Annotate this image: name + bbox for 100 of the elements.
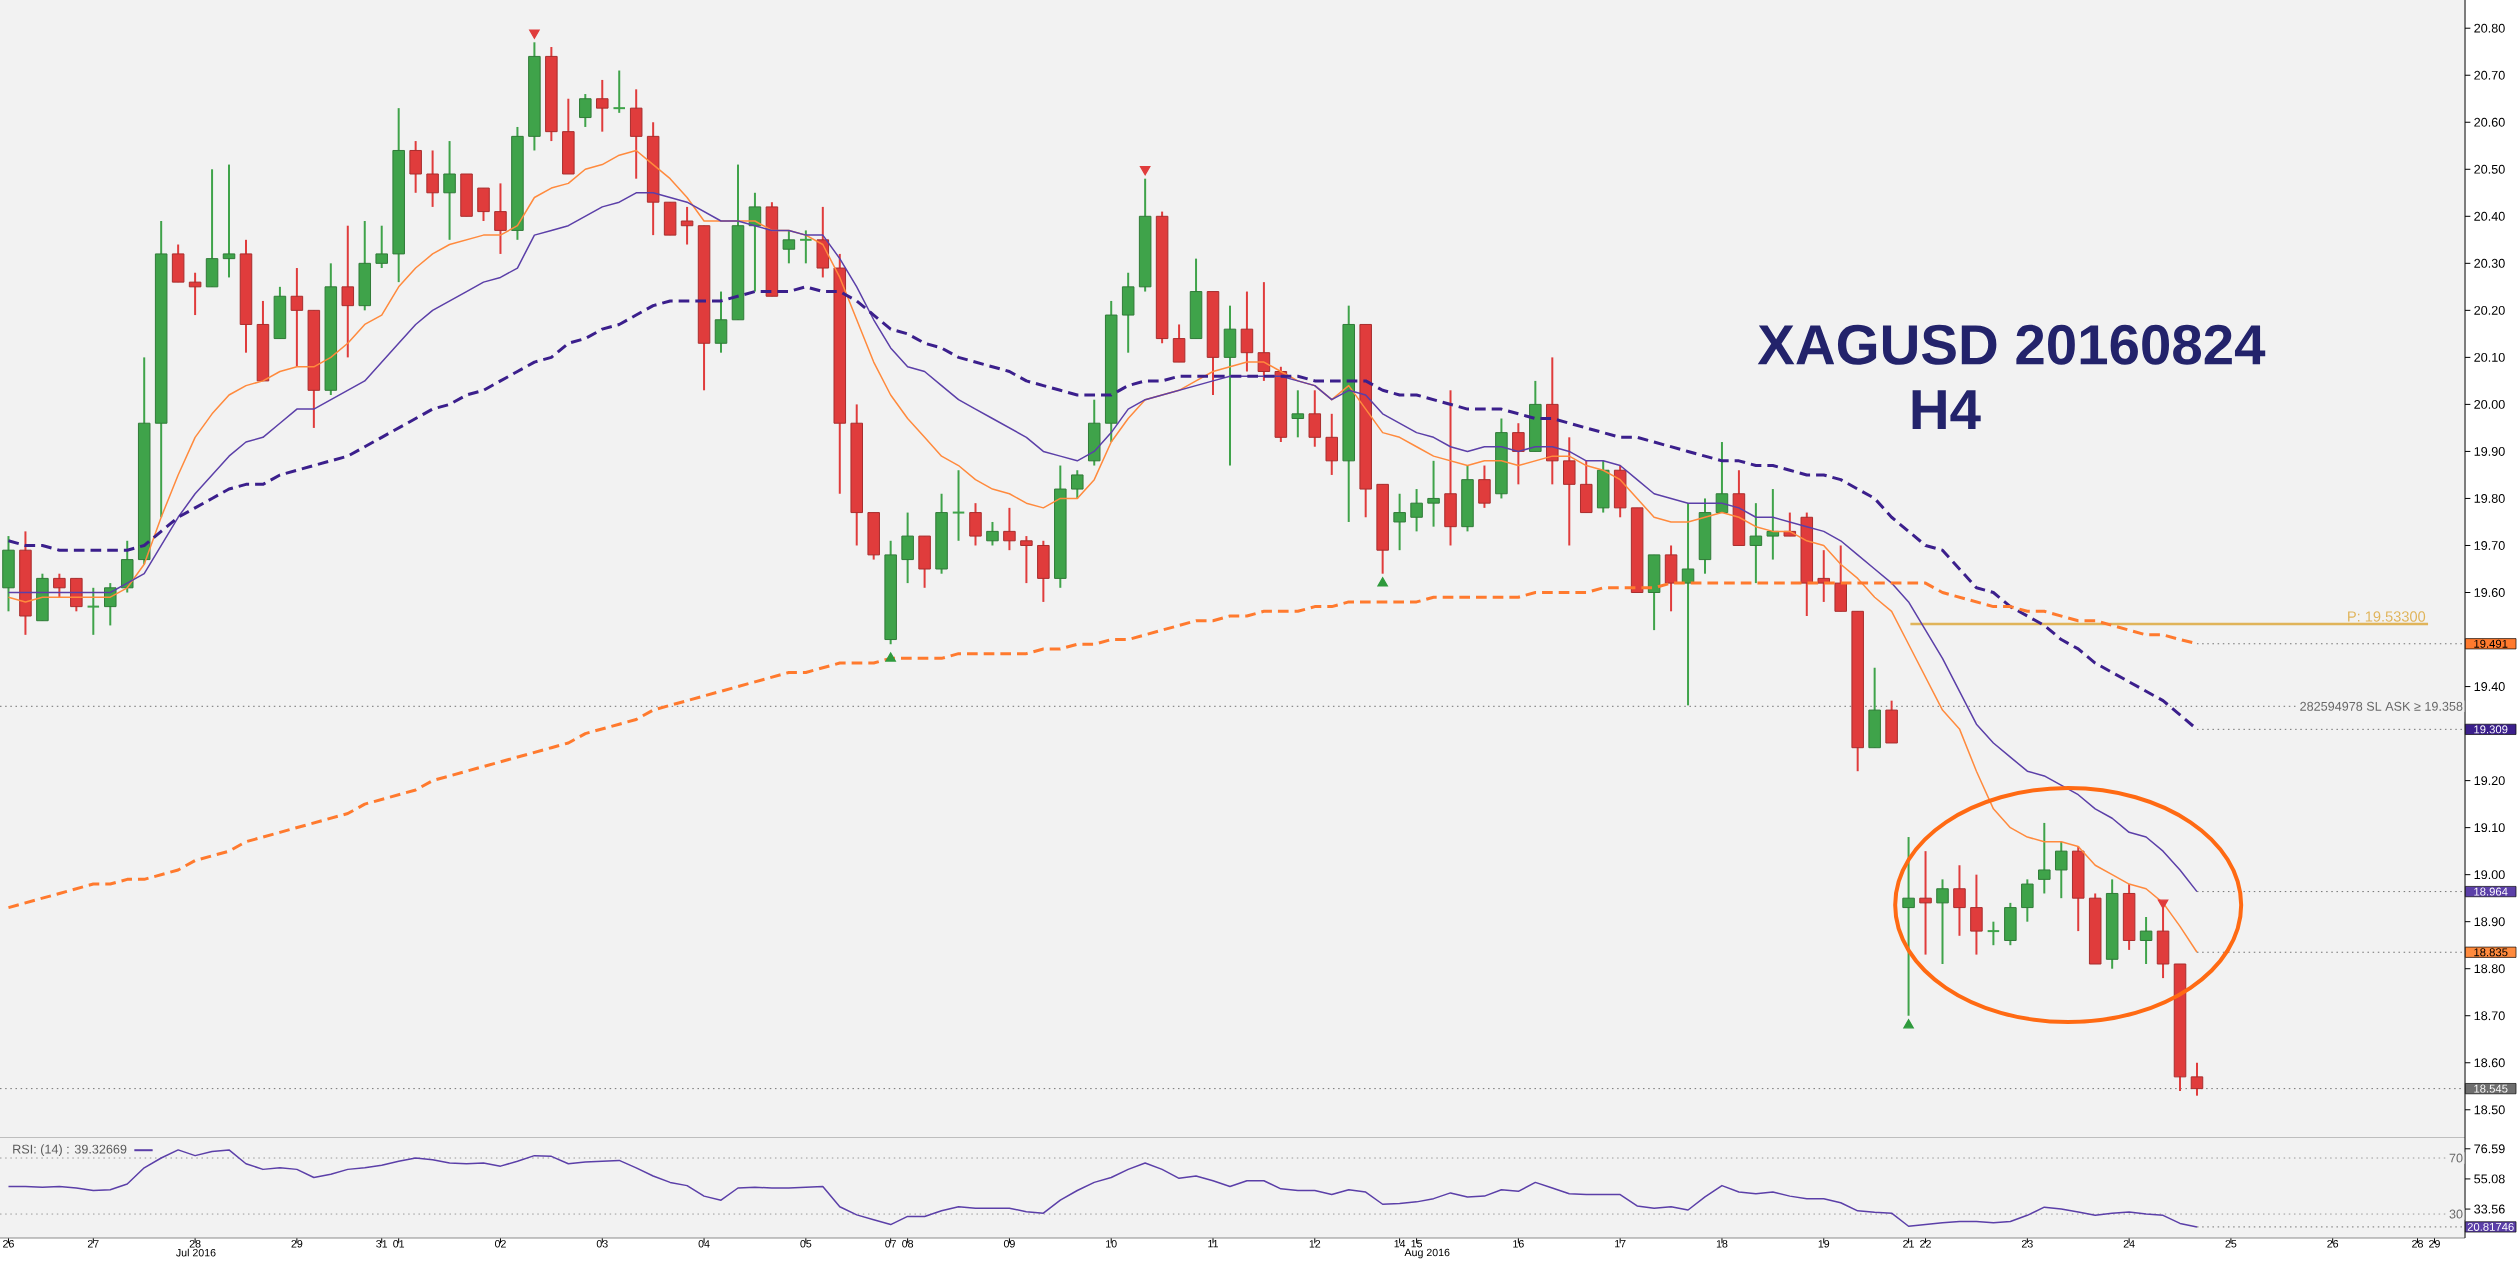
candlestick [901, 511, 914, 585]
y-tick-label: 19.20 [2474, 776, 2505, 786]
text: Jul 2016 [176, 1248, 216, 1257]
x-tick-label: 24 [2123, 1240, 2135, 1248]
y-tick-label: 20.00 [2474, 399, 2505, 409]
ref-line-label: 70 [2449, 1153, 2463, 1163]
y-tick-label: 18.50 [2474, 1105, 2505, 1115]
y-tick-label: 19.60 [2474, 588, 2505, 597]
x-tick-label: 03 [596, 1240, 608, 1248]
candlestick [1817, 549, 1831, 603]
y-tick-label: 20.30 [2474, 258, 2505, 268]
y-tick-label: 18.80 [2474, 964, 2505, 974]
candlestick [1766, 488, 1780, 561]
x-tick-label: 16 [1513, 1240, 1524, 1248]
candlestick [1393, 492, 1406, 552]
x-tick-label: 14 [1394, 1240, 1406, 1248]
y-tick-label: 33.56 [2474, 1204, 2505, 1214]
candlestick [290, 267, 304, 368]
candlestick [2190, 1061, 2204, 1097]
y-tick-label: 19.90 [2474, 446, 2505, 456]
candlestick [1071, 469, 1084, 500]
candlestick [2038, 821, 2051, 895]
text: Aug 2016 [1404, 1248, 1450, 1259]
y-tick-label: 20.40 [2474, 211, 2505, 221]
x-tick-label: 10 [1106, 1240, 1117, 1248]
candlestick [714, 290, 728, 354]
x-tick-label: 26 [2327, 1240, 2339, 1248]
y-tick-label: 19.80 [2474, 494, 2505, 503]
y-tick-label: 18.70 [2474, 1011, 2505, 1021]
candlestick [2054, 840, 2068, 900]
candlestick [426, 149, 439, 208]
text: XAGUSD 20160824 [1757, 324, 2266, 365]
ref-line-label: P: 19.53300 [2348, 611, 2426, 622]
candlestick [1325, 412, 1339, 476]
candlestick [1172, 323, 1186, 364]
candlestick [1478, 464, 1491, 509]
x-tick-label: 07 [885, 1240, 897, 1248]
data-label: 19.309 [2474, 725, 2508, 734]
x-tick-label: 09 [1003, 1240, 1015, 1248]
y-tick-label: 20.60 [2474, 117, 2505, 127]
candlestick [1749, 502, 1763, 585]
y-tick-label: 18.90 [2474, 917, 2505, 927]
point [1377, 577, 1388, 587]
candlestick [375, 224, 388, 270]
candlestick [1953, 864, 1966, 937]
text: H4 [1912, 390, 1981, 430]
data-label: 19.491 [2474, 639, 2508, 648]
y-tick-label: 20.10 [2474, 352, 2505, 362]
candlestick [1291, 389, 1305, 439]
legend-label: RSI: (14) : 39.32669 [13, 1144, 127, 1157]
x-tick-label: 28 [2412, 1240, 2423, 1248]
x-tick-label: 18 [1716, 1240, 1728, 1248]
x-tick-label: 19 [1818, 1240, 1830, 1248]
candlestick [1919, 850, 1932, 956]
y-tick-label: 55.08 [2474, 1174, 2505, 1184]
candlestick [680, 205, 694, 246]
y-tick-label: 20.50 [2474, 164, 2505, 174]
candlestick [1240, 290, 1254, 373]
y-tick-label: 18.60 [2474, 1058, 2505, 1068]
candlestick [799, 229, 813, 265]
text: 18.545 [2474, 1084, 2508, 1093]
candlestick [409, 140, 422, 194]
candlestick [477, 187, 490, 222]
x-tick-label: 25 [2225, 1240, 2237, 1248]
y-tick-label: 20.70 [2474, 70, 2505, 80]
candlestick [612, 69, 626, 114]
y-tick-label: 20.20 [2474, 305, 2505, 315]
candlestick [443, 140, 456, 241]
candlestick [782, 229, 796, 265]
ref-line-label: 30 [2449, 1209, 2463, 1219]
data-label: 18.835 [2474, 948, 2508, 957]
candlestick [86, 586, 101, 636]
candlestick [2021, 878, 2034, 923]
data-label: 20.81746 [2467, 1222, 2514, 1231]
candlestick [341, 224, 355, 359]
candlestick [1563, 436, 1576, 547]
candlestick [1003, 506, 1016, 552]
y-tick-label: 20.80 [2474, 23, 2505, 33]
x-tick-label: 31 [376, 1240, 388, 1248]
y-tick-label: 19.00 [2474, 870, 2505, 880]
x-tick-label: 15 [1411, 1240, 1423, 1248]
candlestick [494, 182, 507, 255]
candlestick [188, 271, 202, 317]
x-tick-label: 21 [1903, 1240, 1914, 1248]
candlestick [1410, 488, 1423, 533]
y-tick-label: 19.70 [2474, 541, 2505, 550]
candlestick [2139, 915, 2153, 966]
candlestick [1902, 836, 1915, 1017]
x-tick-label: 22 [1920, 1240, 1931, 1248]
candlestick [1257, 281, 1271, 382]
point [529, 29, 540, 39]
candlestick [1681, 502, 1695, 707]
x-tick-label: 01 [393, 1240, 405, 1248]
ref-line-label: 282594978 SL ASK ≥ 19.358 [2300, 701, 2463, 711]
x-tick-label: 05 [800, 1240, 812, 1248]
candlestick [596, 78, 609, 133]
candlestick [222, 163, 236, 279]
candlestick [969, 502, 982, 547]
x-tick-label: 02 [494, 1240, 506, 1248]
candlestick [579, 93, 592, 128]
